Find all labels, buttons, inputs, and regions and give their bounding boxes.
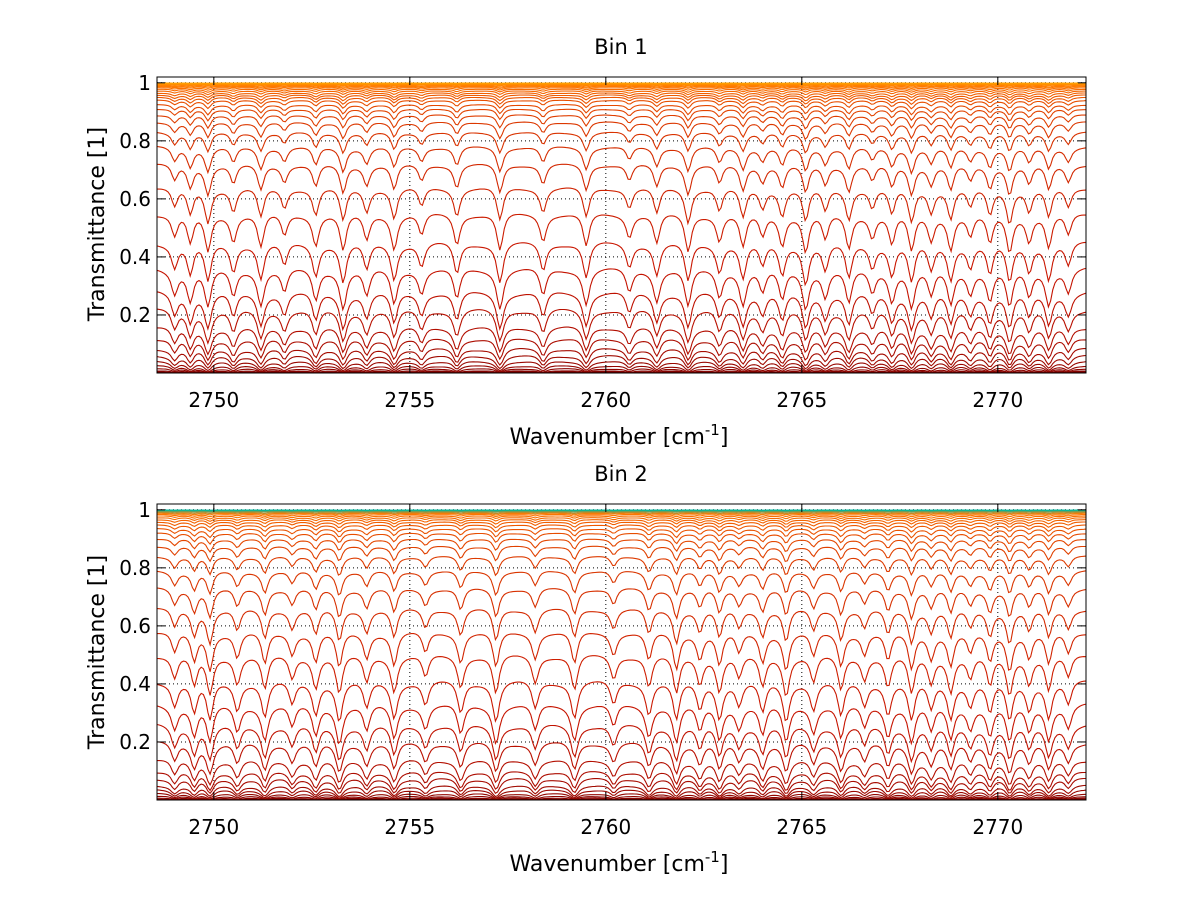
axes-frame xyxy=(156,76,1087,374)
series-line xyxy=(156,538,1086,553)
series-line xyxy=(157,85,1086,88)
series-line xyxy=(157,517,1086,523)
series-line xyxy=(156,570,1087,598)
y-tick-label: 0.8 xyxy=(119,556,151,580)
series-line xyxy=(156,519,1086,525)
series-line xyxy=(157,88,1086,93)
series-line xyxy=(157,515,1086,520)
series-line xyxy=(157,87,1086,91)
series-line xyxy=(156,241,1087,287)
series-line xyxy=(156,741,1087,776)
y-axis-label: Transmittance [1] xyxy=(85,555,110,750)
series-line xyxy=(156,348,1086,367)
series-line xyxy=(157,86,1086,90)
series-line xyxy=(157,187,1087,226)
x-axis-label: Wavenumber [cm-1] xyxy=(510,421,729,450)
series-line xyxy=(156,545,1086,563)
series-line xyxy=(156,608,1087,647)
y-tick-label: 0.2 xyxy=(119,730,151,754)
series-line xyxy=(156,131,1087,155)
series-line xyxy=(156,114,1086,130)
chart-title: Bin 1 xyxy=(594,35,648,59)
y-tick-label: 0.8 xyxy=(119,129,151,153)
y-axis-label: Transmittance [1] xyxy=(85,127,110,322)
series-line xyxy=(156,291,1087,333)
series-line xyxy=(156,92,1086,99)
series-line xyxy=(156,308,1087,345)
series-line xyxy=(156,96,1087,105)
series-line xyxy=(156,587,1087,622)
series-line xyxy=(157,368,1086,374)
x-tick-label: 2755 xyxy=(384,815,435,839)
y-tick-label: 0.6 xyxy=(119,614,151,638)
y-tick-label: 1 xyxy=(138,498,151,522)
y-tick-label: 1 xyxy=(138,71,151,95)
series-line xyxy=(157,326,1087,356)
chart-panel-bin-1: Bin 1 2750 2755 2760 2765 27700.20.40.60.81 … xyxy=(85,35,1087,450)
series-line xyxy=(156,784,1087,798)
series-line xyxy=(157,83,1086,86)
series-line xyxy=(156,365,1087,373)
y-tick-label: 0.4 xyxy=(119,245,151,269)
series-line xyxy=(157,104,1086,116)
series-line xyxy=(156,360,1087,372)
series-line xyxy=(156,145,1087,176)
series-line xyxy=(156,528,1087,539)
x-tick-label: 2770 xyxy=(972,815,1023,839)
series-line xyxy=(156,655,1087,697)
x-axis-label: Wavenumber [cm-1] xyxy=(510,848,729,877)
chart-panel-bin-2: Bin 2 2750 2755 2760 2765 27700.20.40.60.81 … xyxy=(85,462,1087,877)
x-tick-label: 2755 xyxy=(384,388,435,412)
series-line xyxy=(156,338,1086,362)
series-line xyxy=(157,633,1087,672)
series-line xyxy=(157,510,1086,513)
x-tick-label: 2760 xyxy=(580,815,631,839)
series-line xyxy=(156,267,1087,312)
series-line xyxy=(156,792,1087,800)
series-line xyxy=(156,354,1087,370)
series-line xyxy=(156,703,1087,746)
y-tick-label: 0.4 xyxy=(119,672,151,696)
series-line xyxy=(157,84,1086,87)
series-line xyxy=(156,163,1087,198)
x-tick-label: 2760 xyxy=(580,388,631,412)
series-line xyxy=(156,521,1086,529)
series-line xyxy=(156,777,1086,795)
series-line xyxy=(156,555,1087,577)
y-tick-label: 0.6 xyxy=(119,187,151,211)
series-line xyxy=(156,121,1087,141)
series-line xyxy=(157,99,1087,110)
x-tick-label: 2765 xyxy=(776,388,827,412)
series-line xyxy=(157,513,1086,518)
chart-title: Bin 2 xyxy=(594,462,648,486)
x-tick-label: 2750 xyxy=(188,815,239,839)
x-tick-label: 2770 xyxy=(972,388,1023,412)
series-line xyxy=(157,795,1086,801)
series-line xyxy=(157,512,1086,516)
series-line xyxy=(156,789,1087,799)
series-line xyxy=(156,680,1087,723)
series-line xyxy=(156,524,1087,533)
series-line xyxy=(156,94,1086,102)
plot-area: 2750 2755 2760 2765 2770 0.2 0.4 0.6 0.8 1 xyxy=(119,498,1087,839)
series-line xyxy=(156,723,1087,764)
series-line xyxy=(157,760,1087,787)
x-tick-label: 2750 xyxy=(188,388,239,412)
y-tick-label: 0.2 xyxy=(119,303,151,327)
series-line xyxy=(156,213,1086,255)
series-line xyxy=(157,532,1086,545)
series-line xyxy=(156,771,1086,792)
series-line xyxy=(157,108,1086,122)
series-line xyxy=(157,90,1086,96)
plot-area: 2750 2755 2760 2765 2770 0.2 0.4 0.6 0.8 1 xyxy=(119,71,1087,412)
series-line xyxy=(157,511,1086,515)
x-tick-label: 2765 xyxy=(776,815,827,839)
axes-frame xyxy=(156,503,1087,801)
